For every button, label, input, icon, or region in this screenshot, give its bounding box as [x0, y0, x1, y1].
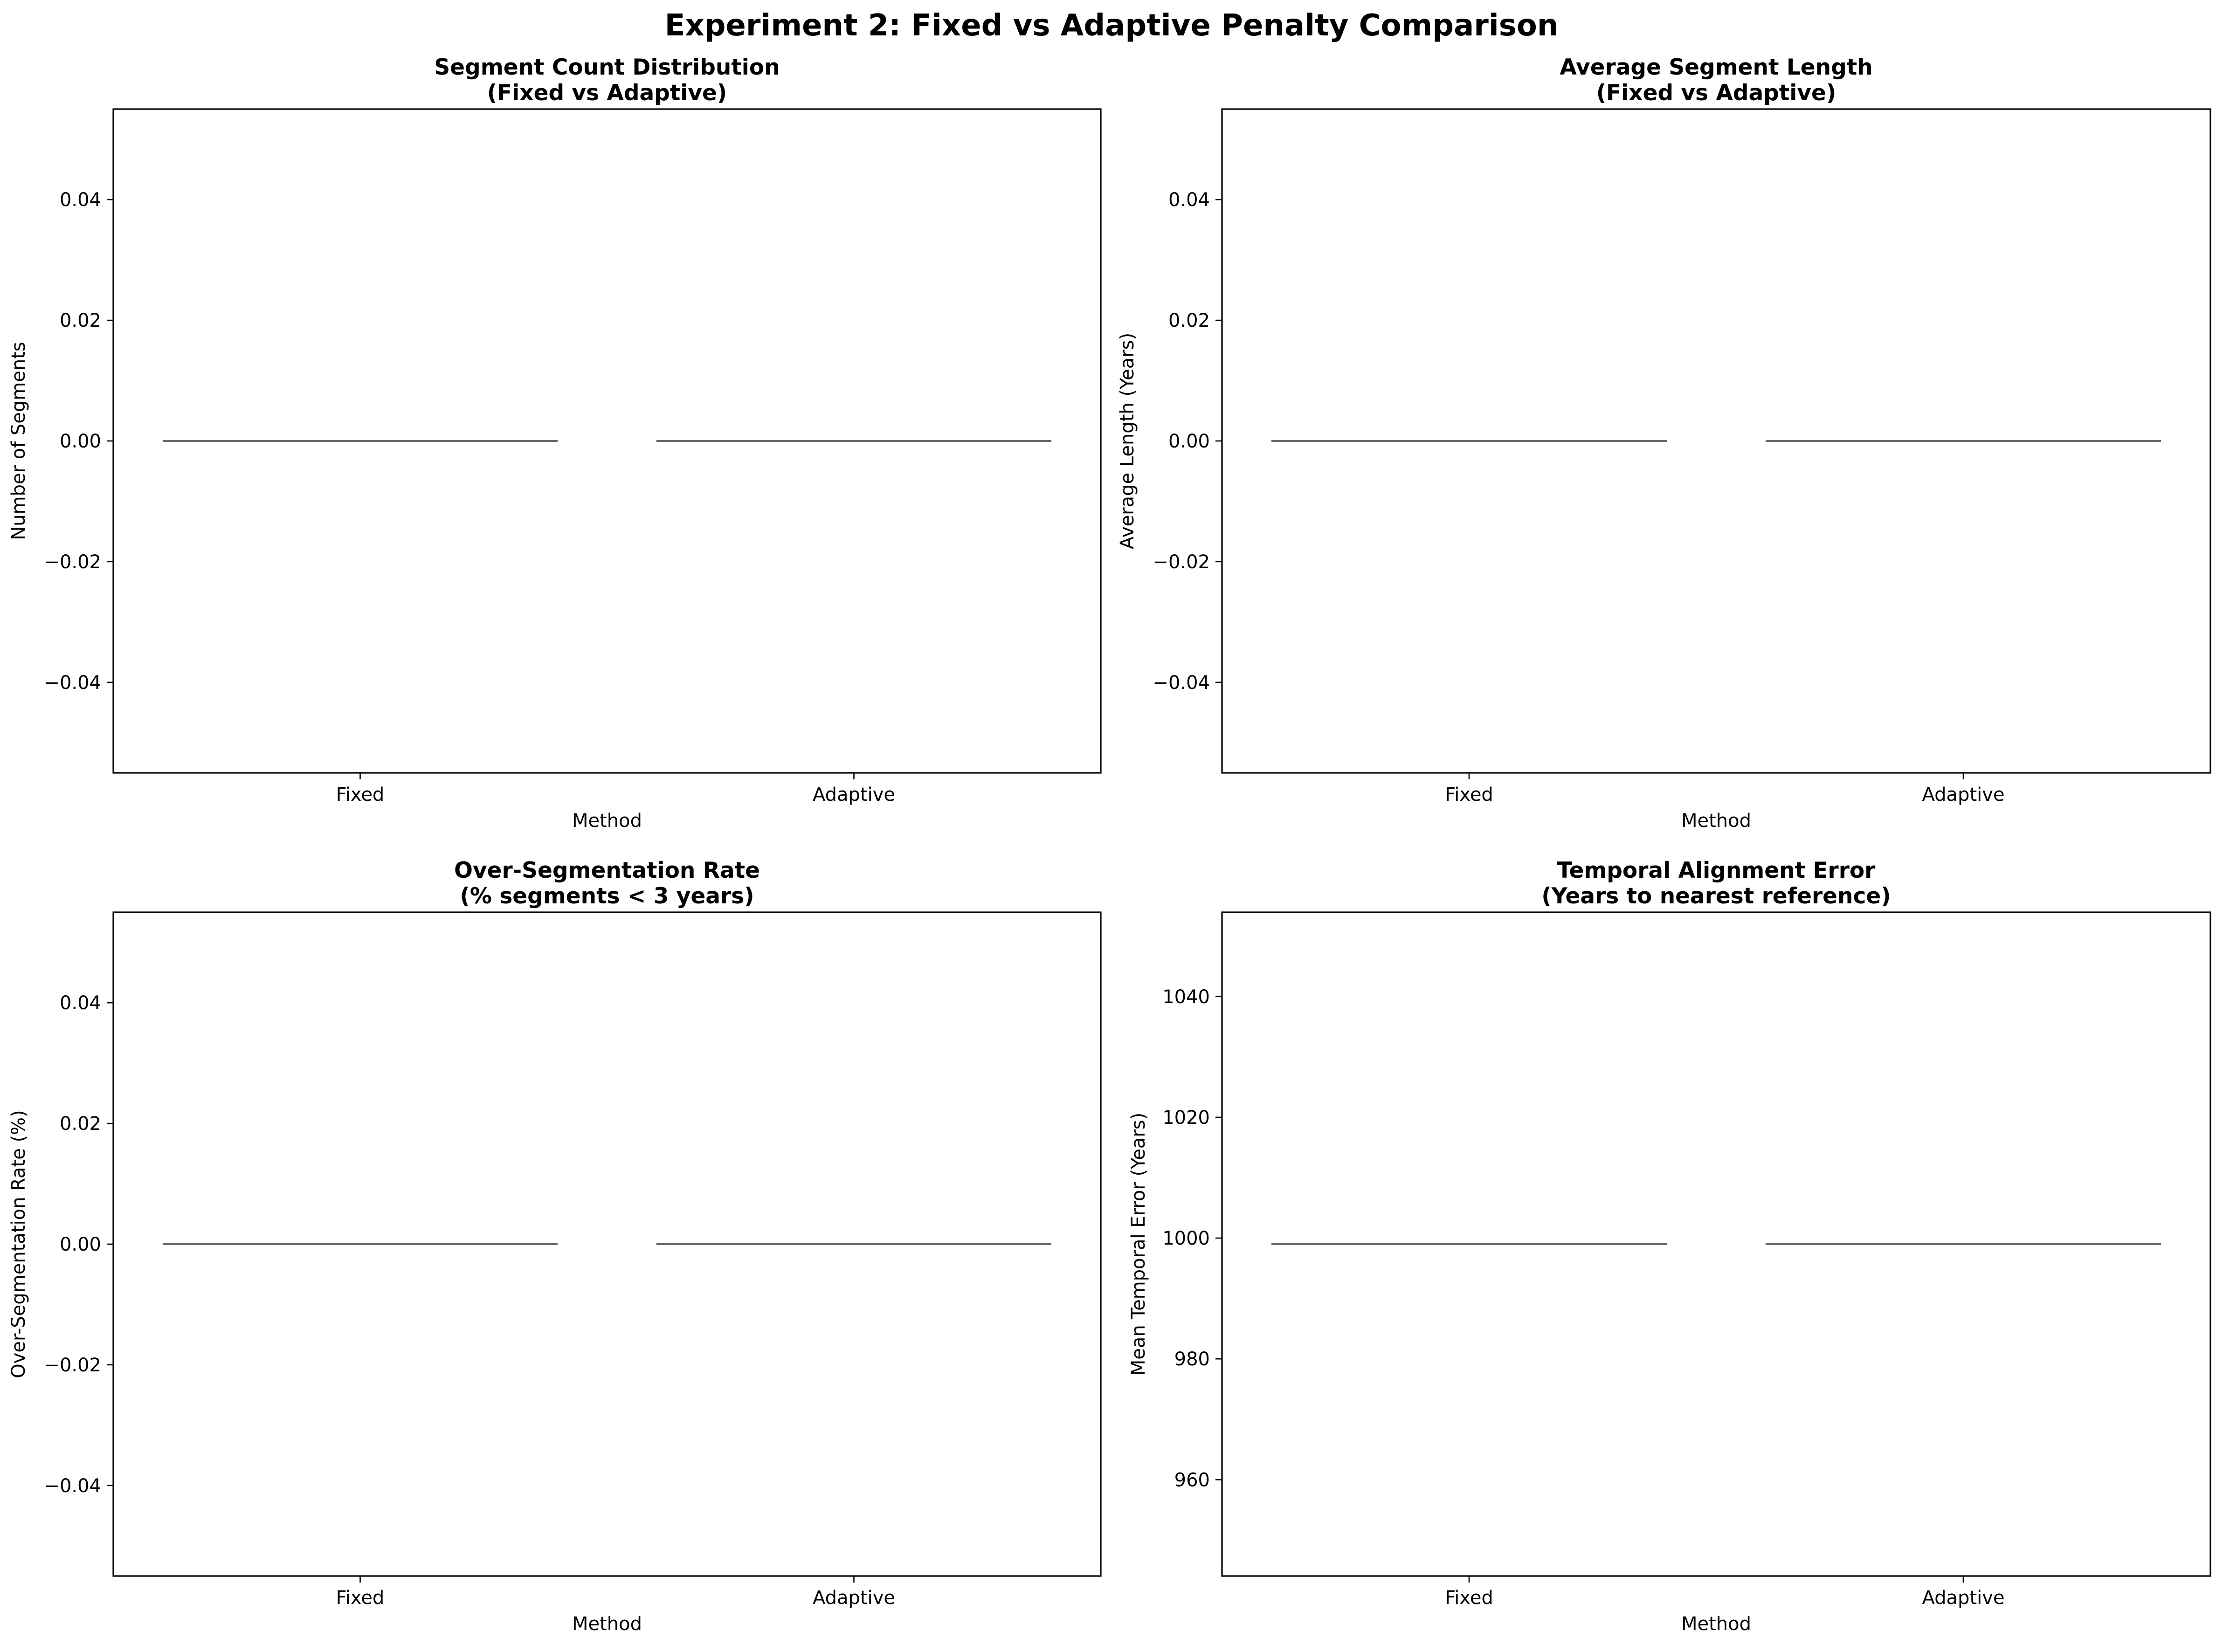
y-tick-label: 0.04	[1168, 189, 1210, 211]
x-tick-label: Adaptive	[813, 1587, 895, 1609]
y-tick-label: 0.04	[60, 992, 101, 1014]
figure-title: Experiment 2: Fixed vs Adaptive Penalty …	[665, 8, 1559, 43]
x-tick-label: Adaptive	[813, 784, 895, 805]
y-tick-label: 0.00	[60, 1234, 101, 1255]
x-tick-label: Adaptive	[1922, 784, 2004, 805]
x-tick-label: Adaptive	[1922, 1587, 2004, 1609]
plot-frame	[1221, 911, 2211, 1577]
y-tick-label: −0.02	[44, 551, 101, 573]
x-tick-label: Fixed	[1445, 784, 1493, 805]
subplot-title-line: Segment Count Distribution	[434, 55, 780, 80]
y-tick-label: −0.02	[44, 1355, 101, 1376]
subplot-1: Segment Count Distribution (Fixed vs Adap…	[8, 55, 1102, 832]
x-tick-label: Fixed	[1445, 1587, 1493, 1609]
subplot-2: Average Segment Length (Fixed vs Adaptive…	[1117, 55, 2211, 832]
subplot-title-line: Average Segment Length	[1560, 55, 1872, 80]
y-axis-label: Average Length (Years)	[1117, 333, 1138, 549]
subplot-title-line: (Fixed vs Adaptive)	[1596, 80, 1836, 106]
x-axis-label: Method	[572, 1613, 642, 1635]
y-tick-label: 1020	[1162, 1107, 1210, 1129]
subplot-4: Temporal Alignment Error (Years to neares…	[1128, 858, 2211, 1635]
subplot-title-line: Over-Segmentation Rate	[454, 858, 760, 883]
y-tick-label: 0.02	[1168, 310, 1210, 331]
y-axis-label: Number of Segments	[8, 342, 29, 540]
y-axis-label: Mean Temporal Error (Years)	[1128, 1113, 1149, 1376]
y-axis-label: Over-Segmentation Rate (%)	[8, 1110, 29, 1378]
subplot-title: Average Segment Length (Fixed vs Adaptive…	[1560, 55, 1872, 106]
y-tick-label: −0.02	[1153, 551, 1210, 573]
subplot-title: Segment Count Distribution (Fixed vs Adap…	[434, 55, 780, 106]
subplot-title-line: (Years to nearest reference)	[1541, 883, 1891, 909]
subplot-title: Temporal Alignment Error (Years to neares…	[1541, 858, 1891, 909]
y-tick-label: 960	[1174, 1469, 1210, 1491]
y-tick-label: 0.00	[1168, 431, 1210, 452]
y-tick-label: 980	[1174, 1349, 1210, 1370]
subplot-3: Over-Segmentation Rate (% segments < 3 ye…	[8, 858, 1102, 1635]
y-tick-label: 1000	[1162, 1228, 1210, 1249]
x-tick-label: Fixed	[336, 784, 385, 805]
y-tick-label: 0.00	[60, 431, 101, 452]
y-tick-label: −0.04	[44, 672, 101, 694]
subplot-title-line: (% segments < 3 years)	[460, 883, 754, 909]
subplot-title-line: (Fixed vs Adaptive)	[487, 80, 727, 106]
x-axis-label: Method	[572, 810, 642, 832]
subplot-title: Over-Segmentation Rate (% segments < 3 ye…	[454, 858, 760, 909]
subplot-title-line: Temporal Alignment Error	[1557, 858, 1876, 883]
y-tick-label: 0.04	[60, 189, 101, 211]
x-axis-label: Method	[1681, 810, 1751, 832]
x-axis-label: Method	[1681, 1613, 1751, 1635]
y-tick-label: −0.04	[1153, 672, 1210, 694]
y-tick-label: 0.02	[60, 310, 101, 331]
y-tick-label: 0.02	[60, 1113, 101, 1135]
y-tick-label: 1040	[1162, 986, 1210, 1008]
y-tick-label: −0.04	[44, 1475, 101, 1497]
x-tick-label: Fixed	[336, 1587, 385, 1609]
